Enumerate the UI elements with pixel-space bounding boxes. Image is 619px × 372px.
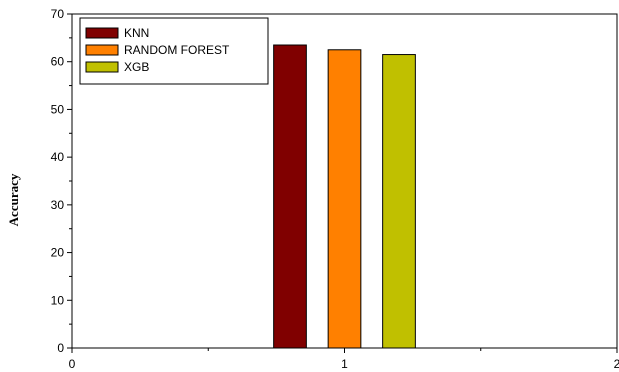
bar-xgb bbox=[382, 54, 416, 349]
legend-label: KNN bbox=[124, 26, 149, 40]
legend-swatch bbox=[85, 44, 119, 56]
x-tick-label: 0 bbox=[69, 357, 76, 371]
legend-swatch bbox=[85, 27, 119, 39]
y-tick-label: 40 bbox=[51, 150, 65, 164]
y-tick-label: 50 bbox=[51, 102, 65, 116]
y-axis-label: Accuracy bbox=[6, 173, 21, 226]
legend-label: RANDOM FOREST bbox=[124, 43, 230, 57]
y-tick-label: 10 bbox=[51, 293, 65, 307]
y-tick-label: 20 bbox=[51, 246, 65, 260]
y-tick-label: 70 bbox=[51, 7, 65, 21]
x-axis: 0 1 2 bbox=[69, 348, 619, 371]
x-tick-label: 2 bbox=[614, 357, 619, 371]
x-tick-label: 1 bbox=[341, 357, 348, 371]
y-tick-label: 60 bbox=[51, 55, 65, 69]
bar-random-forest bbox=[327, 49, 362, 349]
bars bbox=[273, 44, 416, 349]
legend: KNN RANDOM FOREST XGB bbox=[79, 17, 269, 85]
y-tick-label: 30 bbox=[51, 198, 65, 212]
y-tick-label: 0 bbox=[57, 341, 64, 355]
y-axis: 0 10 20 30 40 50 60 70 bbox=[51, 7, 72, 355]
legend-swatch bbox=[85, 61, 119, 73]
legend-label: XGB bbox=[124, 60, 149, 74]
bar-knn bbox=[273, 44, 307, 349]
